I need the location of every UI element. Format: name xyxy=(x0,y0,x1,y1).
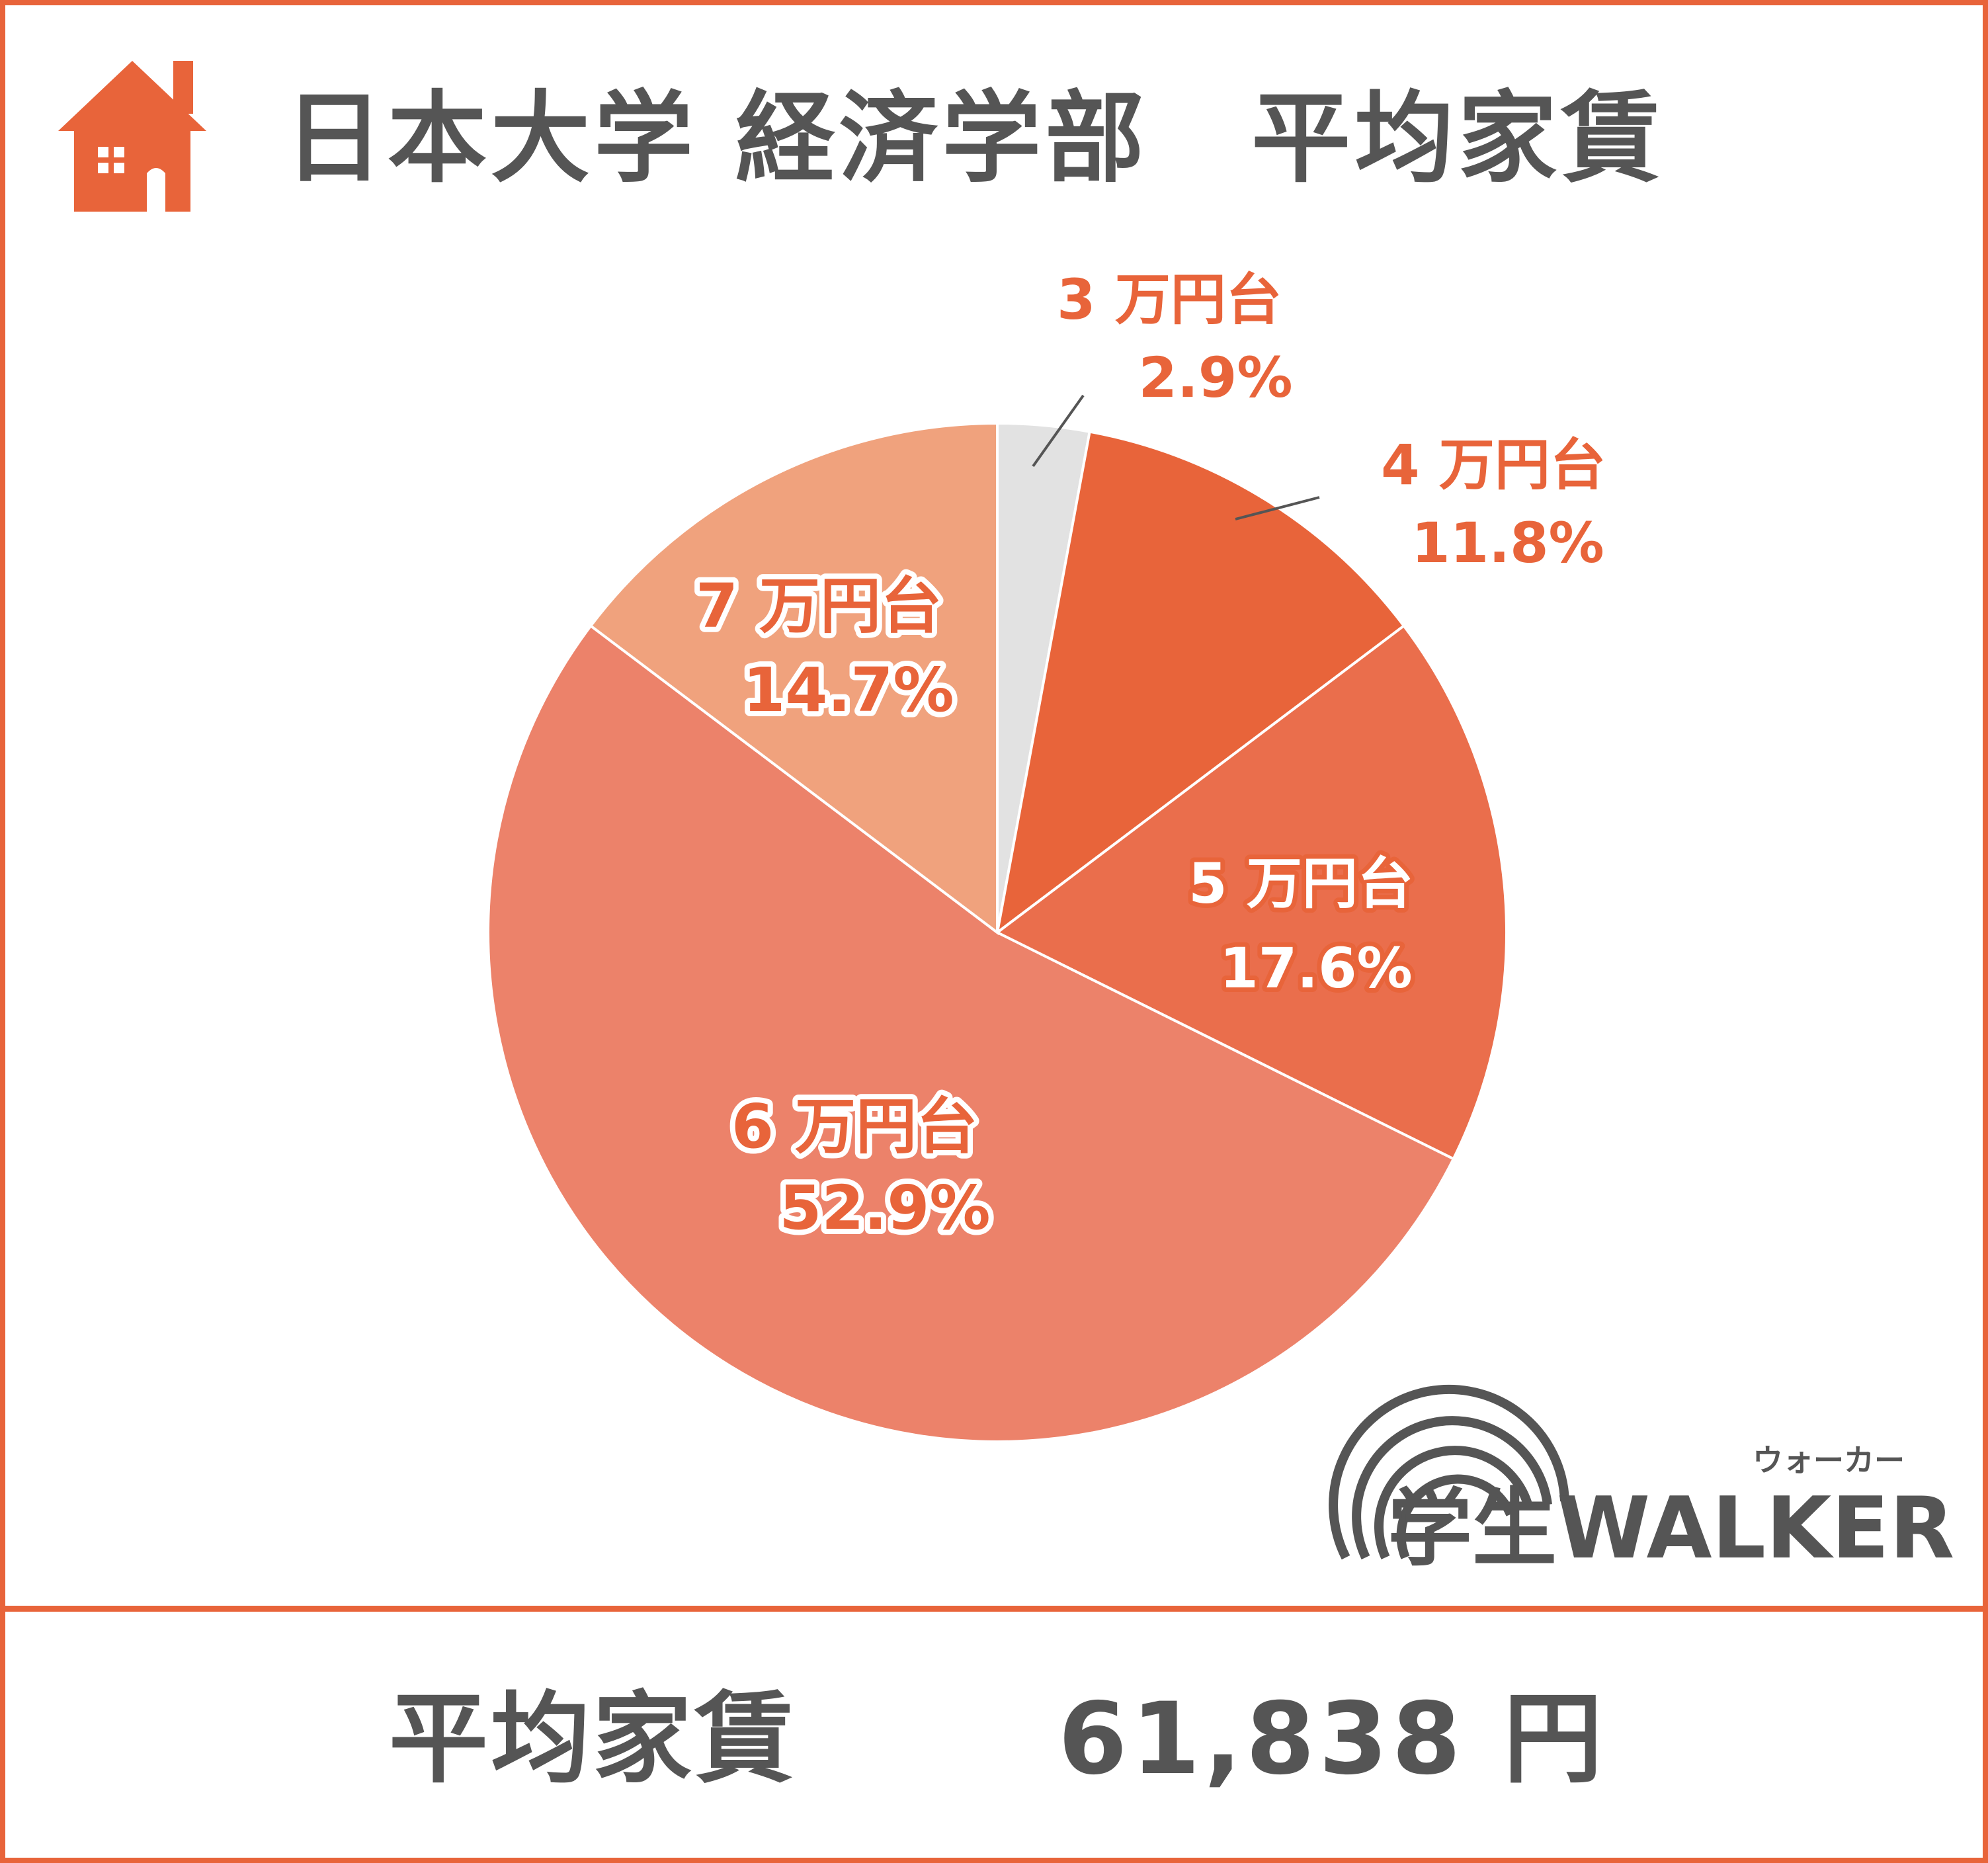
category-label-4man: 4 万円台 xyxy=(1381,433,1606,497)
slice-label-3man: 3 万円台 2.9% xyxy=(1057,267,1292,410)
slice-label-5man: 5 万円台 17.6% xyxy=(1184,847,1418,1005)
category-label-5man: 5 万円台 xyxy=(1188,851,1413,916)
gakusei-walker-logo: 学生WALKER ウォーカー xyxy=(1329,1384,1954,1578)
pie-slice-7man xyxy=(589,421,999,936)
pie-slices xyxy=(487,421,1508,1443)
leader-line-3man xyxy=(1032,394,1085,468)
pie-slice-5man xyxy=(995,624,1508,1161)
value-label-4man: 11.8% xyxy=(1411,511,1604,575)
leader-line-4man xyxy=(1235,496,1320,520)
value-label-5man: 17.6% xyxy=(1220,936,1412,1001)
value-label-3man: 2.9% xyxy=(1139,345,1293,410)
pie-slice-6man xyxy=(487,624,1456,1443)
category-label-7man: 7 万円台 xyxy=(696,571,942,642)
page-title: 日本大学 経済学部 平均家賃 xyxy=(284,81,1665,196)
slice-label-7man: 7 万円台 14.7% xyxy=(690,565,960,731)
slice-label-6man: 6 万円台 52.9% xyxy=(726,1086,996,1249)
section-divider xyxy=(0,1606,1988,1612)
average-rent-label: 平均家賃 xyxy=(389,1682,797,1797)
logo-ruby: ウォーカー xyxy=(1753,1442,1905,1478)
category-label-3man: 3 万円台 xyxy=(1057,267,1282,332)
pie-slice-4man xyxy=(995,430,1406,936)
house-icon xyxy=(58,61,206,212)
logo-text: 学生WALKER xyxy=(1387,1479,1954,1578)
value-label-7man: 14.7% xyxy=(743,655,954,725)
average-rent-value: 61,838 円 xyxy=(1058,1682,1607,1797)
category-label-6man: 6 万円台 xyxy=(731,1091,977,1162)
slice-label-4man: 4 万円台 11.8% xyxy=(1381,433,1606,575)
value-label-6man: 52.9% xyxy=(779,1173,990,1243)
